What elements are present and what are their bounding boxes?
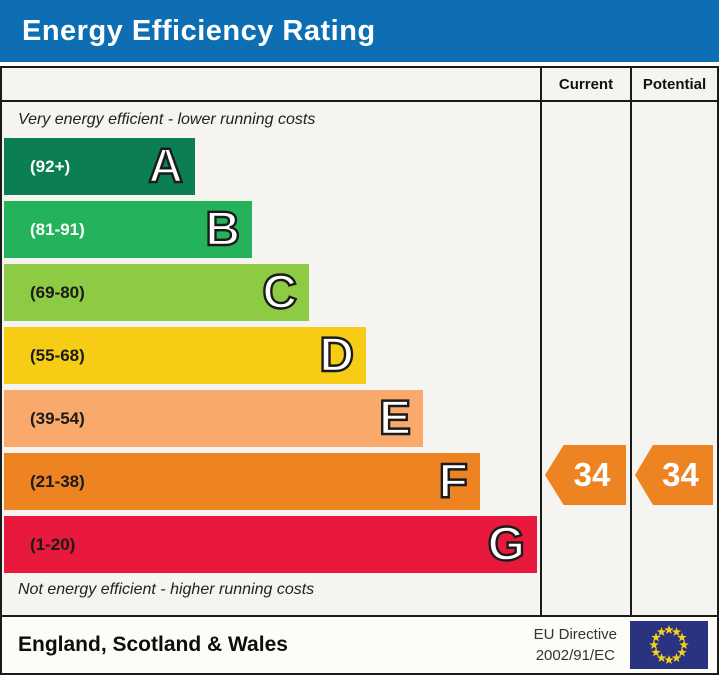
band-range-label: (81-91) bbox=[30, 219, 85, 239]
eu-directive-label: EU Directive 2002/91/EC bbox=[534, 624, 617, 666]
column-header-current: Current bbox=[540, 68, 630, 102]
band-letter: B bbox=[204, 201, 241, 256]
region-label: England, Scotland & Wales bbox=[18, 633, 288, 656]
band-letter: G bbox=[486, 516, 526, 571]
eu-flag-icon bbox=[630, 621, 708, 669]
band-range-label: (21-38) bbox=[30, 471, 85, 491]
band-row-g: (1-20) G bbox=[4, 516, 537, 573]
current-column: 34 bbox=[540, 102, 630, 615]
top-note: Very energy efficient - lower running co… bbox=[18, 111, 316, 128]
band-row-b: (81-91) B bbox=[4, 201, 252, 258]
band-letter: D bbox=[318, 327, 355, 382]
current-rating-arrow: 34 bbox=[545, 445, 626, 505]
rating-table: Current Potential Very energy efficient … bbox=[0, 66, 719, 617]
potential-rating-arrow: 34 bbox=[635, 445, 713, 505]
page-title: Energy Efficiency Rating bbox=[22, 14, 376, 47]
band-row-c: (69-80) C bbox=[4, 264, 309, 321]
bottom-note: Not energy efficient - higher running co… bbox=[18, 581, 315, 598]
band-range-label: (39-54) bbox=[30, 408, 85, 428]
potential-column: 34 bbox=[630, 102, 717, 615]
band-row-a: (92+) A bbox=[4, 138, 195, 195]
eu-directive-line1: EU Directive bbox=[533, 626, 617, 643]
title-bar: Energy Efficiency Rating bbox=[0, 0, 719, 62]
band-row-d: (55-68) D bbox=[4, 327, 366, 384]
bands-column: Very energy efficient - lower running co… bbox=[2, 102, 540, 615]
current-rating-value: 34 bbox=[573, 456, 611, 493]
eu-directive-line2: 2002/91/EC bbox=[535, 647, 615, 664]
band-letter: A bbox=[147, 138, 184, 193]
band-list: (92+) A (81-91) B (69-80) C (55-68) D (3… bbox=[2, 138, 540, 573]
band-letter: C bbox=[261, 264, 298, 319]
band-letter: F bbox=[437, 453, 469, 508]
band-row-f: (21-38) F bbox=[4, 453, 480, 510]
band-row-e: (39-54) E bbox=[4, 390, 423, 447]
band-range-label: (55-68) bbox=[30, 345, 85, 365]
column-header-potential: Potential bbox=[630, 68, 717, 102]
potential-rating-value: 34 bbox=[662, 456, 699, 493]
footer: England, Scotland & Wales EU Directive 2… bbox=[0, 615, 719, 675]
band-range-label: (1-20) bbox=[30, 534, 76, 554]
band-letter: E bbox=[378, 390, 412, 445]
band-range-label: (92+) bbox=[30, 156, 71, 176]
band-range-label: (69-80) bbox=[30, 282, 85, 302]
header-spacer bbox=[2, 68, 540, 102]
